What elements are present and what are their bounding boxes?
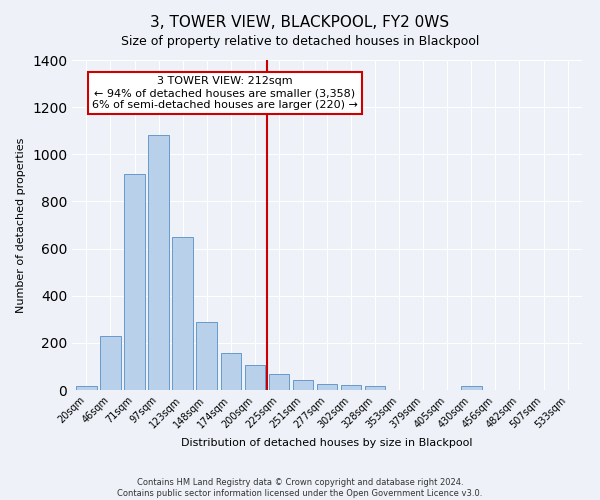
Text: Contains HM Land Registry data © Crown copyright and database right 2024.
Contai: Contains HM Land Registry data © Crown c… — [118, 478, 482, 498]
Bar — [461, 386, 482, 390]
Bar — [124, 174, 145, 390]
Bar — [365, 386, 385, 390]
Bar — [172, 237, 193, 390]
Bar — [221, 353, 241, 390]
Bar — [100, 336, 121, 390]
Text: Size of property relative to detached houses in Blackpool: Size of property relative to detached ho… — [121, 35, 479, 48]
Bar — [293, 380, 313, 390]
Text: 3, TOWER VIEW, BLACKPOOL, FY2 0WS: 3, TOWER VIEW, BLACKPOOL, FY2 0WS — [151, 15, 449, 30]
Bar — [317, 384, 337, 390]
Bar — [76, 386, 97, 390]
Text: 3 TOWER VIEW: 212sqm
← 94% of detached houses are smaller (3,358)
6% of semi-det: 3 TOWER VIEW: 212sqm ← 94% of detached h… — [92, 76, 358, 110]
Bar — [245, 364, 265, 390]
Bar — [196, 322, 217, 390]
Y-axis label: Number of detached properties: Number of detached properties — [16, 138, 26, 312]
X-axis label: Distribution of detached houses by size in Blackpool: Distribution of detached houses by size … — [181, 438, 473, 448]
Bar — [341, 386, 361, 390]
Bar — [269, 374, 289, 390]
Bar — [148, 136, 169, 390]
